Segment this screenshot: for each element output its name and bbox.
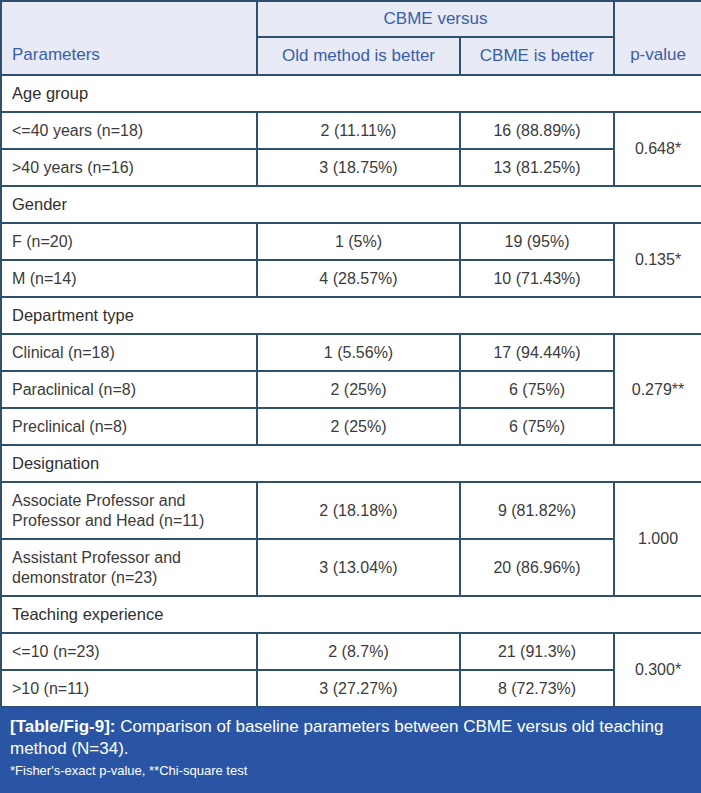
old-method-value: 2 (25%): [257, 408, 460, 445]
cbme-value: 8 (72.73%): [460, 670, 614, 707]
section-row-department-type: Department type: [1, 297, 701, 334]
figure-caption: [Table/Fig-9]: Comparison of baseline pa…: [0, 708, 701, 793]
header-cbme-versus: CBME versus: [257, 1, 614, 37]
table-row: <=40 years (n=18) 2 (11.11%) 16 (88.89%)…: [1, 112, 701, 149]
p-value-gender: 0.135*: [614, 223, 701, 297]
section-title-designation: Designation: [1, 445, 701, 482]
header-cbme-is-better: CBME is better: [460, 37, 614, 75]
table-row: Clinical (n=18) 1 (5.56%) 17 (94.44%) 0.…: [1, 334, 701, 371]
table-row: <=10 (n=23) 2 (8.7%) 21 (91.3%) 0.300*: [1, 633, 701, 670]
section-row-designation: Designation: [1, 445, 701, 482]
table-row: Paraclinical (n=8) 2 (25%) 6 (75%): [1, 371, 701, 408]
comparison-table: Parameters CBME versus p-value Old metho…: [0, 0, 701, 708]
cbme-value: 20 (86.96%): [460, 539, 614, 596]
old-method-value: 4 (28.57%): [257, 260, 460, 297]
cbme-value: 6 (75%): [460, 408, 614, 445]
old-method-value: 2 (25%): [257, 371, 460, 408]
cbme-value: 19 (95%): [460, 223, 614, 260]
caption-tag: [Table/Fig-9]:: [10, 717, 115, 736]
old-method-value: 2 (11.11%): [257, 112, 460, 149]
cbme-value: 6 (75%): [460, 371, 614, 408]
cbme-value: 21 (91.3%): [460, 633, 614, 670]
p-value-age-group: 0.648*: [614, 112, 701, 186]
table-row: Assistant Professor and demonstrator (n=…: [1, 539, 701, 596]
row-label: Clinical (n=18): [1, 334, 257, 371]
row-label: Paraclinical (n=8): [1, 371, 257, 408]
table-row: >10 (n=11) 3 (27.27%) 8 (72.73%): [1, 670, 701, 707]
old-method-value: 3 (27.27%): [257, 670, 460, 707]
row-label: M (n=14): [1, 260, 257, 297]
section-row-teaching-experience: Teaching experience: [1, 596, 701, 633]
row-label: <=10 (n=23): [1, 633, 257, 670]
section-row-age-group: Age group: [1, 75, 701, 112]
caption-text: [Table/Fig-9]: Comparison of baseline pa…: [10, 716, 691, 760]
old-method-value: 2 (18.18%): [257, 482, 460, 539]
table-row: Preclinical (n=8) 2 (25%) 6 (75%): [1, 408, 701, 445]
p-value-teaching-experience: 0.300*: [614, 633, 701, 707]
old-method-value: 2 (8.7%): [257, 633, 460, 670]
old-method-value: 1 (5.56%): [257, 334, 460, 371]
old-method-value: 3 (13.04%): [257, 539, 460, 596]
cbme-value: 10 (71.43%): [460, 260, 614, 297]
cbme-value: 13 (81.25%): [460, 149, 614, 186]
row-label: >40 years (n=16): [1, 149, 257, 186]
table-row: Associate Professor and Professor and He…: [1, 482, 701, 539]
header-old-method-is-better: Old method is better: [257, 37, 460, 75]
section-title-teaching-experience: Teaching experience: [1, 596, 701, 633]
section-title-department-type: Department type: [1, 297, 701, 334]
caption-footnote: *Fisher's-exact p-value, **Chi-square te…: [10, 763, 691, 778]
row-label: <=40 years (n=18): [1, 112, 257, 149]
table-row: M (n=14) 4 (28.57%) 10 (71.43%): [1, 260, 701, 297]
old-method-value: 1 (5%): [257, 223, 460, 260]
old-method-value: 3 (18.75%): [257, 149, 460, 186]
header-parameters: Parameters: [1, 1, 257, 75]
p-value-designation: 1.000: [614, 482, 701, 596]
section-title-age-group: Age group: [1, 75, 701, 112]
section-title-gender: Gender: [1, 186, 701, 223]
header-row-group: Parameters CBME versus p-value: [1, 1, 701, 37]
cbme-value: 17 (94.44%): [460, 334, 614, 371]
table-row: >40 years (n=16) 3 (18.75%) 13 (81.25%): [1, 149, 701, 186]
cbme-value: 9 (81.82%): [460, 482, 614, 539]
row-label: Associate Professor and Professor and He…: [1, 482, 257, 539]
row-label: F (n=20): [1, 223, 257, 260]
cbme-value: 16 (88.89%): [460, 112, 614, 149]
row-label: >10 (n=11): [1, 670, 257, 707]
p-value-department-type: 0.279**: [614, 334, 701, 445]
table-row: F (n=20) 1 (5%) 19 (95%) 0.135*: [1, 223, 701, 260]
header-p-value: p-value: [614, 1, 701, 75]
table-figure: Parameters CBME versus p-value Old metho…: [0, 0, 701, 793]
row-label: Assistant Professor and demonstrator (n=…: [1, 539, 257, 596]
section-row-gender: Gender: [1, 186, 701, 223]
row-label: Preclinical (n=8): [1, 408, 257, 445]
